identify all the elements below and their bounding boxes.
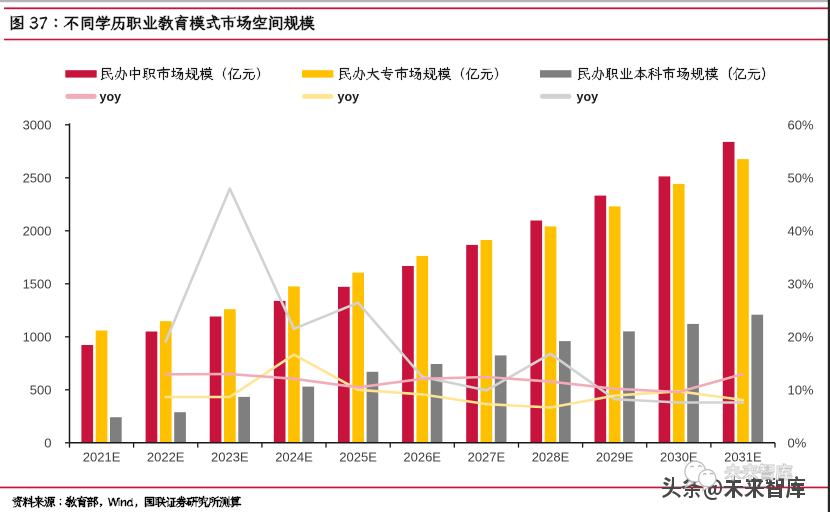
svg-text:2500: 2500 <box>23 171 52 186</box>
svg-text:2022E: 2022E <box>147 450 185 465</box>
svg-text:2029E: 2029E <box>596 450 634 465</box>
svg-text:2027E: 2027E <box>468 450 506 465</box>
svg-text:2031E: 2031E <box>724 450 762 465</box>
svg-text:20%: 20% <box>788 330 814 345</box>
svg-text:yoy: yoy <box>338 90 360 104</box>
svg-text:2028E: 2028E <box>532 450 570 465</box>
svg-text:yoy: yoy <box>100 90 122 104</box>
svg-text:0: 0 <box>44 436 51 451</box>
svg-text:2025E: 2025E <box>339 450 377 465</box>
svg-text:yoy: yoy <box>577 90 599 104</box>
svg-text:60%: 60% <box>788 118 814 133</box>
svg-text:2000: 2000 <box>23 224 52 239</box>
svg-text:1500: 1500 <box>23 277 52 292</box>
svg-text:500: 500 <box>30 383 52 398</box>
svg-text:40%: 40% <box>788 224 814 239</box>
svg-text:0%: 0% <box>788 436 807 451</box>
svg-text:2024E: 2024E <box>275 450 313 465</box>
svg-text:50%: 50% <box>788 171 814 186</box>
svg-text:10%: 10% <box>788 383 814 398</box>
svg-text:2030E: 2030E <box>660 450 698 465</box>
svg-text:2023E: 2023E <box>211 450 249 465</box>
svg-text:2021E: 2021E <box>83 450 121 465</box>
svg-text:1000: 1000 <box>23 330 52 345</box>
svg-text:3000: 3000 <box>23 118 52 133</box>
svg-text:2026E: 2026E <box>403 450 441 465</box>
svg-text:30%: 30% <box>788 277 814 292</box>
